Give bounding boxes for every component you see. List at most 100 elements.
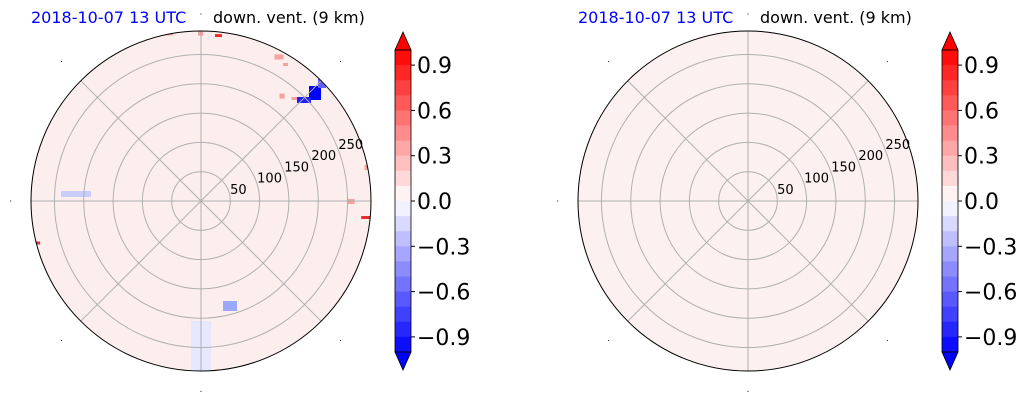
grid-spoke (80, 80, 202, 202)
colorbar-tick-label: 0.6 (964, 99, 999, 124)
right-panel: 2018-10-07 13 UTC down. vent. (9 km) 50 1… (557, 8, 1017, 392)
colorbar-segment (942, 306, 958, 323)
polar-grid (578, 31, 918, 371)
colorbar-tick-label: −0.6 (964, 281, 1017, 306)
outer-tick-dot (339, 60, 342, 63)
outer-tick-dot (200, 390, 202, 392)
colorbar-segment (942, 65, 958, 81)
positive-speckle (36, 122, 42, 126)
colorbar-segment (395, 276, 411, 293)
grid-spoke (80, 200, 202, 322)
outer-tick-dot (200, 13, 202, 15)
left-title-date: 2018-10-07 13 UTC (31, 8, 186, 27)
negative-blob (318, 79, 326, 88)
radial-tick-label: 200 (311, 149, 336, 164)
positive-speckle (113, 352, 122, 357)
positive-speckle (45, 105, 52, 111)
colorbar-segment (395, 140, 411, 157)
left-colorbar: 0.9 0.6 0.3 0.0 −0.3 −0.6 −0.9 (394, 31, 470, 371)
polar-boundary (577, 30, 919, 372)
positive-speckle (215, 34, 222, 38)
outer-tick-dot (886, 339, 889, 342)
negative-patch (223, 301, 237, 311)
left-title-variable: down. vent. (9 km) (213, 8, 365, 27)
outer-tick-dot (60, 60, 63, 63)
positive-speckle (279, 93, 285, 99)
radial-tick-label: 250 (338, 138, 363, 153)
outer-tick-dot (747, 390, 749, 392)
grid-spoke (747, 200, 869, 322)
positive-speckle (283, 63, 288, 66)
colorbar-segment (395, 185, 411, 202)
colorbar-segment (395, 321, 411, 338)
colorbar-segment (942, 50, 958, 66)
colorbar-segment (942, 125, 958, 142)
colorbar-segment (942, 170, 958, 187)
colorbar-segment (395, 80, 411, 96)
colorbar-segment (942, 321, 958, 338)
right-colorbar: 0.9 0.6 0.3 0.0 −0.3 −0.6 −0.9 (941, 31, 1017, 371)
positive-speckle (364, 165, 370, 170)
radial-tick-label: 150 (284, 160, 309, 175)
colorbar-segment (942, 140, 958, 157)
colorbar-segment (942, 261, 958, 277)
right-title-variable: down. vent. (9 km) (760, 8, 912, 27)
colorbar-segment (942, 276, 958, 293)
colorbar-segment (395, 216, 411, 232)
colorbar-tick-label: −0.6 (417, 281, 470, 306)
colorbar-segment (395, 201, 411, 217)
colorbar-segment (942, 185, 958, 202)
grid-spoke (627, 200, 749, 322)
polar-boundary (30, 30, 372, 372)
colorbar-tick-label: −0.9 (417, 326, 470, 351)
grid-spoke (627, 80, 749, 202)
colorbar-tick-label: 0.9 (417, 54, 452, 79)
colorbar-segment (395, 291, 411, 308)
grid-spoke (200, 80, 322, 202)
colorbar-segment (395, 261, 411, 277)
colorbar-segment (942, 246, 958, 262)
radial-tick-label: 50 (230, 183, 247, 198)
polar-grid (31, 31, 371, 371)
colorbar-segment (942, 95, 958, 111)
outer-tick-dot (9, 200, 12, 202)
colorbar-tick-label: −0.9 (964, 326, 1017, 351)
colorbar-segment (942, 336, 958, 353)
positive-speckle (361, 216, 371, 219)
colorbar-tick-label: 0.0 (417, 190, 452, 215)
colorbar-segment (395, 306, 411, 323)
left-panel: 2018-10-07 13 UTC down. vent. (9 km) 50 1… (9, 8, 470, 392)
radial-tick-label: 100 (804, 172, 829, 187)
negative-patch (61, 191, 91, 197)
outer-tick-dot (886, 60, 889, 63)
colorbar-segment (395, 95, 411, 111)
colorbar-segment (395, 110, 411, 126)
colorbar-tick-label: 0.3 (417, 145, 452, 170)
grid-spoke (200, 200, 322, 322)
colorbar-tick-label: 0.6 (417, 99, 452, 124)
colorbar-segment (395, 231, 411, 247)
radial-tick-label: 150 (831, 160, 856, 175)
colorbar-segment (942, 155, 958, 172)
positive-speckle (70, 343, 78, 347)
positive-speckle (274, 54, 284, 60)
negative-blob (297, 97, 311, 103)
radial-tick-label: 50 (777, 183, 794, 198)
colorbar-tick-label: 0.3 (964, 145, 999, 170)
colorbar-segment (395, 65, 411, 81)
colorbar-tick-label: 0.0 (964, 190, 999, 215)
colorbar-extend-min (394, 351, 412, 371)
colorbar-tick-label: −0.3 (417, 235, 470, 260)
colorbar-tick-label: 0.9 (964, 54, 999, 79)
outer-tick-dot (557, 200, 559, 202)
outer-tick-dot (747, 13, 749, 15)
radial-tick-label: 250 (885, 138, 910, 153)
radial-tick-label: 100 (257, 172, 282, 187)
outer-tick-dot (607, 60, 610, 63)
colorbar-segment (395, 170, 411, 187)
outer-tick-dot (607, 339, 610, 342)
colorbar-segment (395, 125, 411, 142)
colorbar-segment (395, 50, 411, 66)
